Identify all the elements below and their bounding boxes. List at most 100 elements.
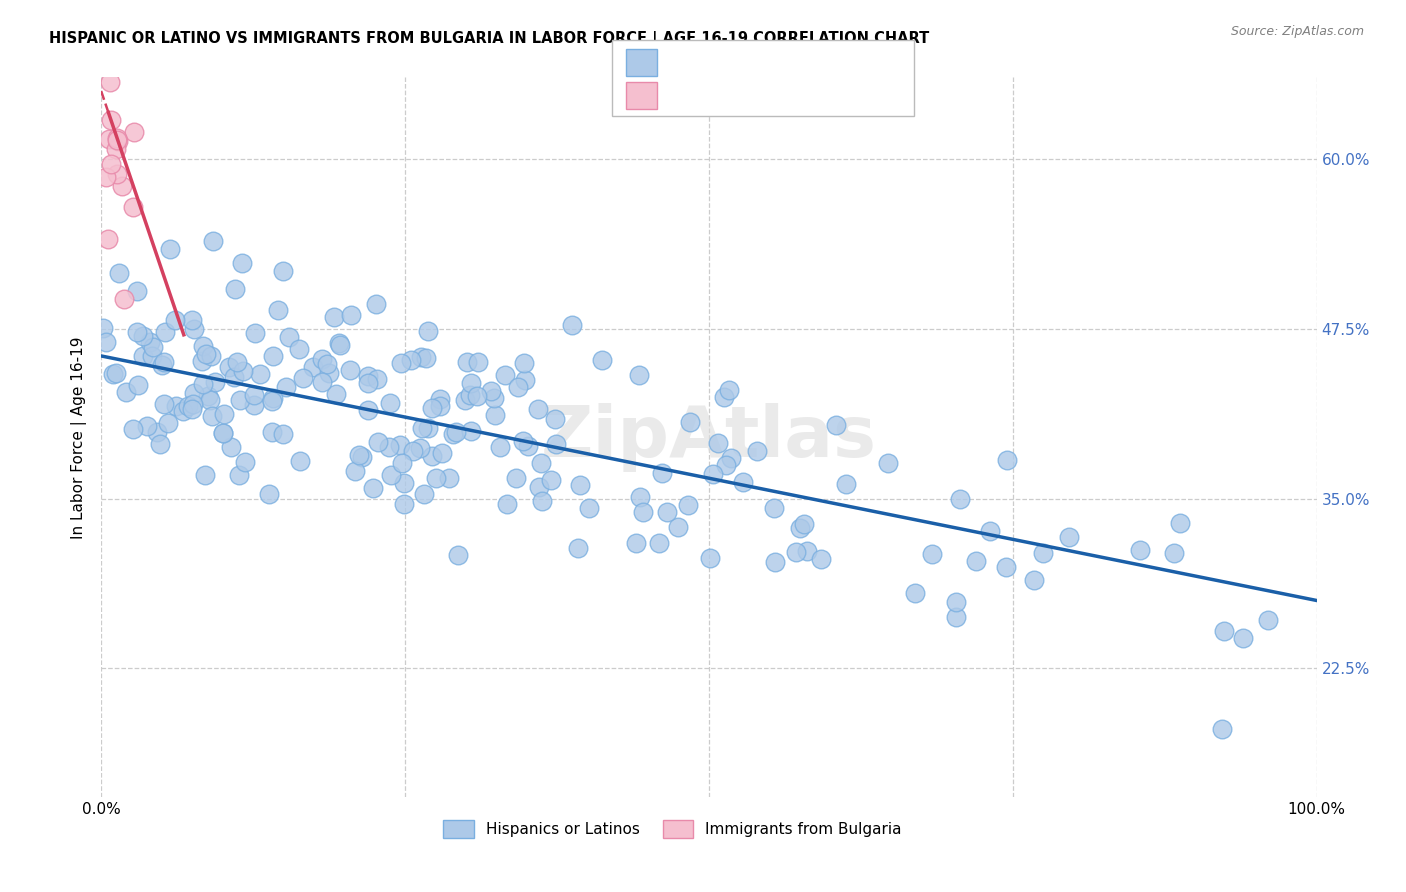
Point	[243, 326, 266, 341]
Point	[329, 337, 352, 351]
Point	[965, 554, 987, 568]
Point	[311, 351, 333, 366]
Point	[392, 475, 415, 490]
Point	[835, 476, 858, 491]
Point	[561, 318, 583, 332]
Point	[141, 349, 163, 363]
Point	[544, 437, 567, 451]
Point	[159, 242, 181, 256]
Point	[789, 521, 811, 535]
Point	[288, 454, 311, 468]
Point	[107, 134, 129, 148]
Point	[212, 425, 235, 440]
Point	[430, 446, 453, 460]
Point	[544, 411, 567, 425]
Point	[125, 284, 148, 298]
Point	[512, 434, 534, 448]
Point	[1163, 546, 1185, 560]
Point	[357, 402, 380, 417]
Point	[796, 544, 818, 558]
Point	[666, 520, 689, 534]
Point	[176, 399, 198, 413]
Point	[325, 387, 347, 401]
Text: R =: R =	[665, 55, 699, 70]
Point	[380, 468, 402, 483]
Point	[530, 456, 553, 470]
Point	[411, 350, 433, 364]
Point	[810, 551, 832, 566]
Point	[527, 480, 550, 494]
Point	[200, 349, 222, 363]
Point	[356, 368, 378, 383]
Point	[181, 397, 204, 411]
Point	[98, 132, 121, 146]
Point	[494, 368, 516, 383]
Point	[412, 487, 434, 501]
Point	[172, 403, 194, 417]
Point	[105, 167, 128, 181]
Point	[1232, 631, 1254, 645]
Point	[458, 388, 481, 402]
Point	[91, 321, 114, 335]
Point	[191, 354, 214, 368]
Point	[921, 547, 943, 561]
Point	[717, 383, 740, 397]
Point	[262, 391, 284, 405]
Text: R =: R =	[665, 88, 699, 103]
Point	[416, 324, 439, 338]
Point	[311, 375, 333, 389]
Point	[323, 310, 346, 325]
Point	[100, 157, 122, 171]
Point	[995, 560, 1018, 574]
Point	[429, 400, 451, 414]
Point	[366, 372, 388, 386]
Point	[340, 308, 363, 322]
Point	[460, 424, 482, 438]
Point	[114, 385, 136, 400]
Point	[243, 387, 266, 401]
Point	[131, 329, 153, 343]
Point	[122, 422, 145, 436]
Point	[467, 354, 489, 368]
Point	[101, 368, 124, 382]
Text: Source: ZipAtlas.com: Source: ZipAtlas.com	[1230, 25, 1364, 38]
Point	[626, 536, 648, 550]
Point	[699, 550, 721, 565]
Point	[328, 336, 350, 351]
Point	[437, 470, 460, 484]
Point	[363, 481, 385, 495]
Point	[979, 524, 1001, 538]
Point	[97, 232, 120, 246]
Point	[453, 392, 475, 407]
Point	[211, 425, 233, 440]
Point	[429, 392, 451, 407]
Point	[391, 456, 413, 470]
Point	[1024, 573, 1046, 587]
Point	[1168, 516, 1191, 531]
Text: -0.875: -0.875	[700, 55, 755, 70]
Legend: Hispanics or Latinos, Immigrants from Bulgaria: Hispanics or Latinos, Immigrants from Bu…	[437, 814, 908, 844]
Point	[591, 353, 613, 368]
Point	[271, 264, 294, 278]
Point	[489, 440, 512, 454]
Point	[153, 325, 176, 339]
Point	[513, 356, 536, 370]
Point	[569, 477, 592, 491]
Point	[98, 75, 121, 89]
Point	[212, 407, 235, 421]
Point	[262, 393, 284, 408]
Point	[105, 131, 128, 145]
Point	[378, 440, 401, 454]
Point	[456, 355, 478, 369]
Point	[94, 170, 117, 185]
Point	[745, 443, 768, 458]
Point	[1129, 542, 1152, 557]
Point	[180, 401, 202, 416]
Point	[96, 335, 118, 350]
Point	[465, 389, 488, 403]
Point	[127, 378, 149, 392]
Point	[302, 359, 325, 374]
Point	[222, 369, 245, 384]
Point	[224, 282, 246, 296]
Point	[793, 516, 815, 531]
